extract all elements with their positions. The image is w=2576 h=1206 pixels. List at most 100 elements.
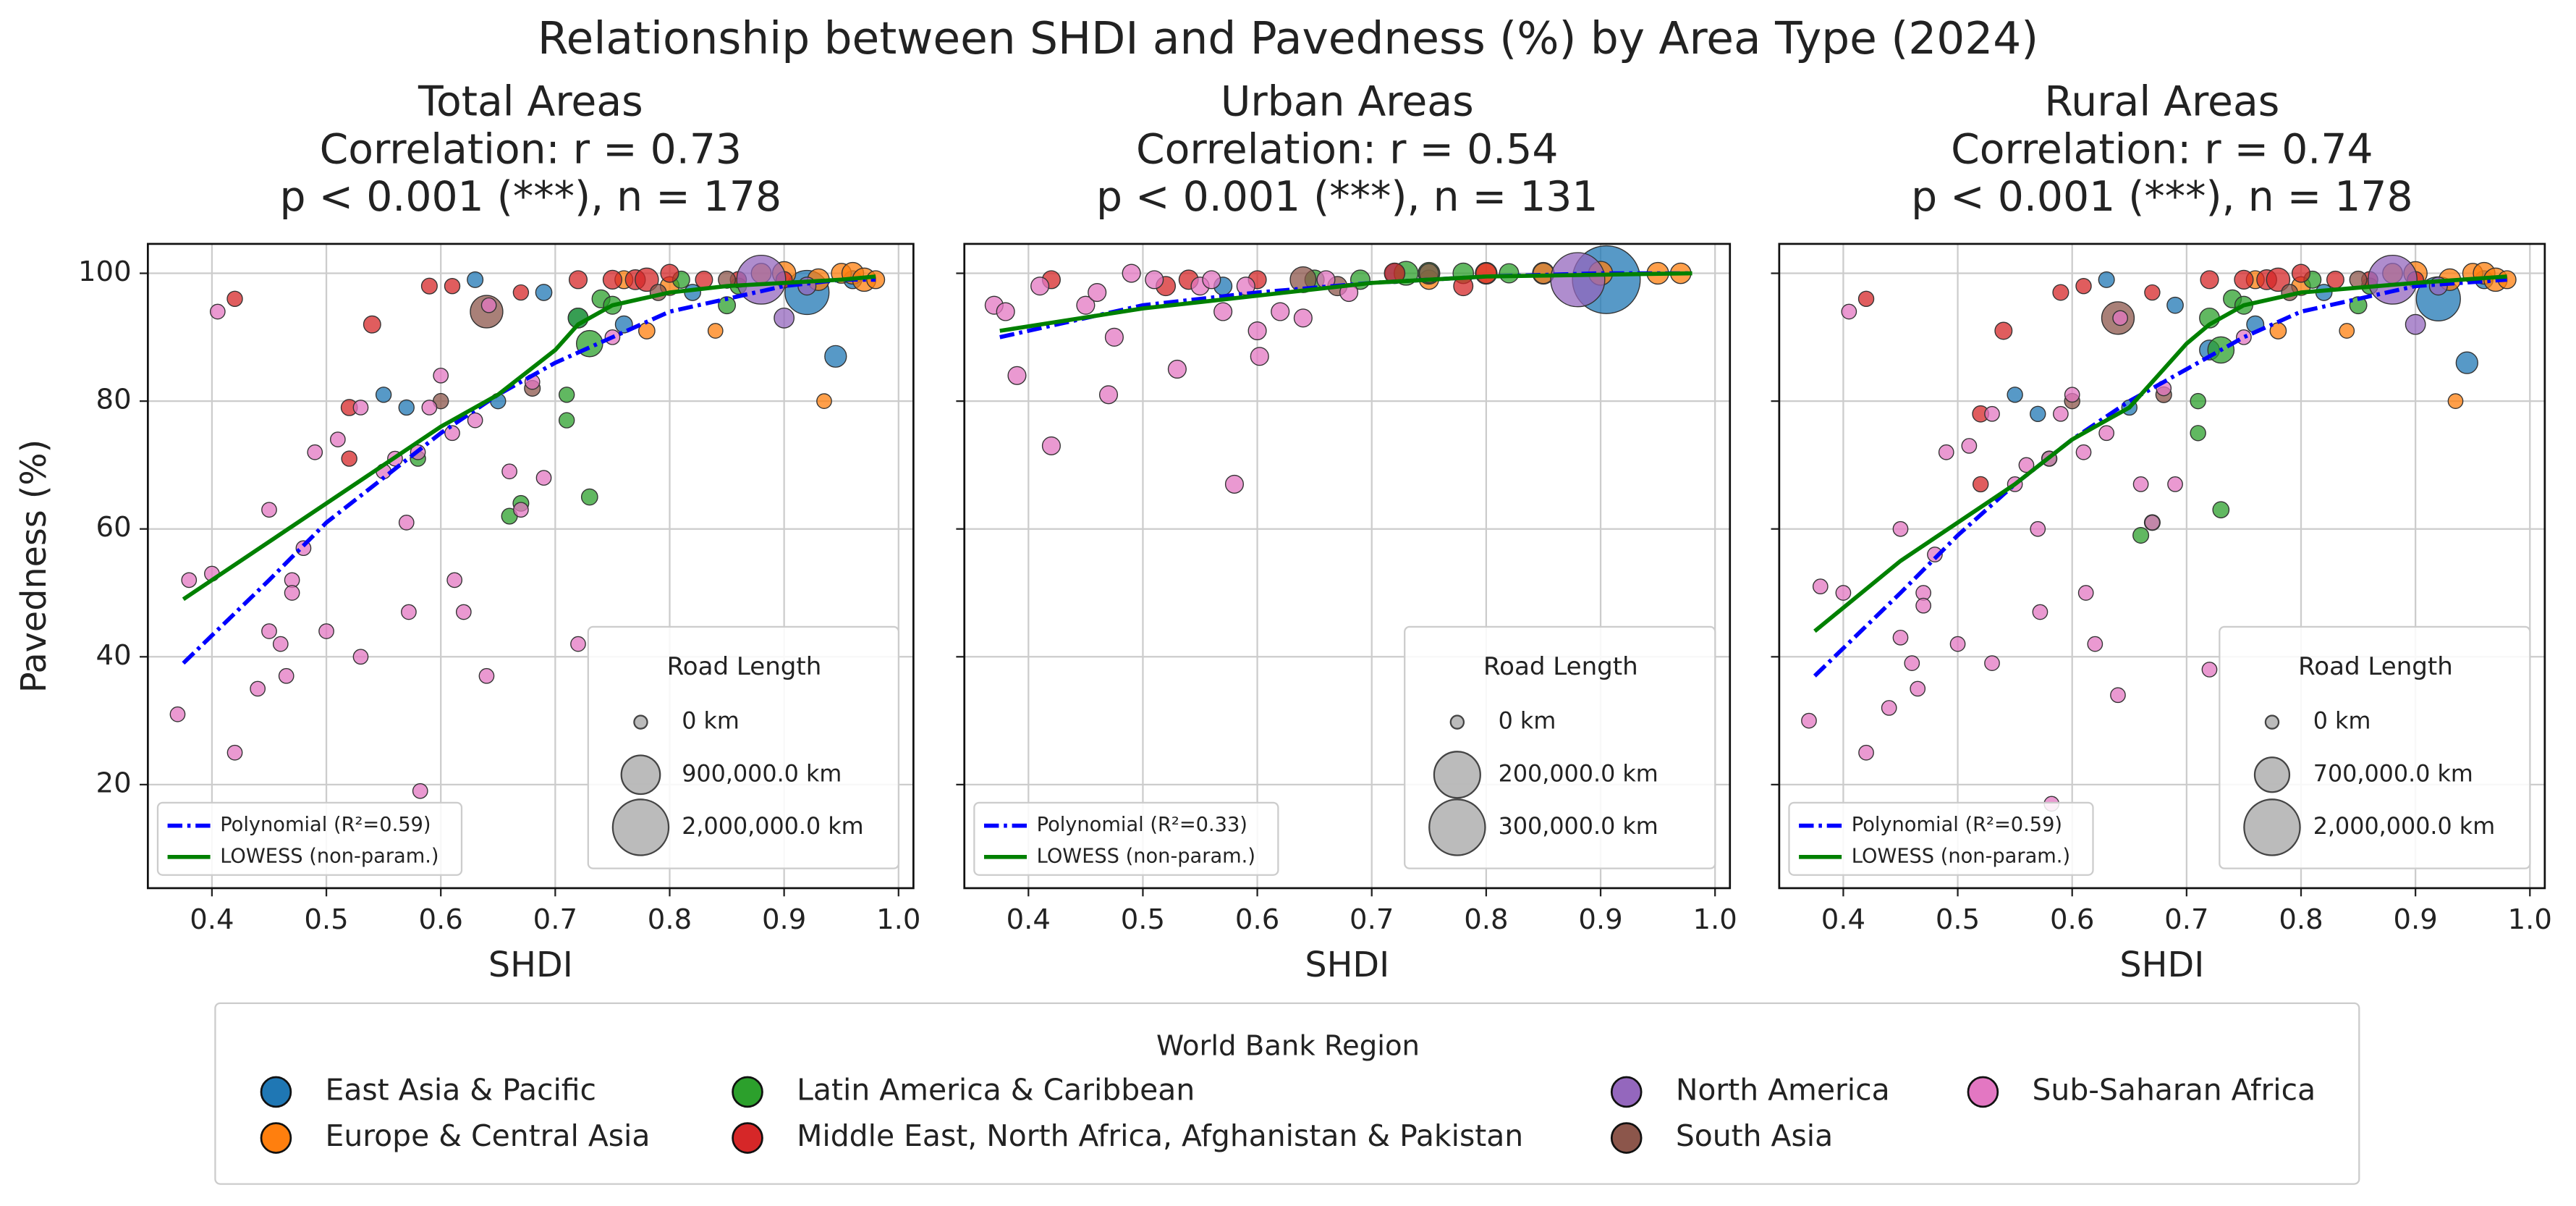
point [996, 302, 1015, 321]
size-legend-marker [2264, 714, 2280, 730]
point [1858, 744, 1874, 761]
x-tick-label: 0.6 [1235, 903, 1279, 936]
point [1904, 655, 1920, 671]
y-tick-label: 80 [96, 384, 132, 416]
region-legend-label: Latin America & Caribbean [797, 1072, 1195, 1107]
fit-legend-box [973, 801, 1279, 876]
fit-line [999, 271, 1692, 333]
x-tick-label: 0.5 [1121, 903, 1165, 936]
region-legend-label: Middle East, North Africa, Afghanistan &… [797, 1118, 1523, 1153]
panel-title: p < 0.001 (***), n = 178 [280, 173, 782, 221]
point [352, 649, 369, 665]
x-tick-label: 0.8 [2279, 903, 2323, 936]
y-tick-label: 60 [96, 511, 132, 544]
size-legend-box [587, 625, 900, 869]
point [718, 296, 737, 315]
point [2349, 296, 2368, 315]
fit-legend-label: LOWESS (non-param.) [1852, 845, 2070, 867]
region-legend-marker [732, 1122, 763, 1154]
point [2053, 405, 2069, 422]
point [2190, 392, 2206, 410]
region-legend-marker [732, 1076, 763, 1108]
point [480, 297, 497, 313]
point [1293, 308, 1313, 328]
point [412, 783, 428, 799]
size-legend-title: Road Length [1483, 652, 1638, 681]
point [181, 572, 198, 589]
point [1167, 359, 1187, 379]
point [2112, 310, 2128, 326]
point [1972, 476, 1989, 493]
point [2368, 254, 2418, 305]
point [695, 270, 713, 289]
point [2291, 263, 2311, 283]
point [169, 706, 186, 722]
point [330, 431, 346, 447]
point [1857, 290, 1875, 308]
fit-legend-box [156, 801, 463, 876]
panel-title: Total Areas [418, 78, 643, 126]
point [1841, 303, 1857, 320]
point [558, 412, 575, 429]
point [660, 263, 679, 283]
point [2234, 269, 2254, 290]
size-legend-label: 2,000,000.0 km [2313, 814, 2495, 840]
point [421, 400, 438, 416]
region-legend-marker [260, 1122, 292, 1154]
size-legend-label: 0 km [2313, 709, 2371, 735]
point [444, 425, 460, 442]
x-tick-label: 0.9 [1578, 903, 1622, 936]
point [1812, 578, 1829, 595]
region-legend-title: World Bank Region [1156, 1030, 1420, 1063]
point [2087, 636, 2103, 652]
point [2018, 457, 2035, 473]
fit-legend-label: LOWESS (non-param.) [220, 845, 438, 867]
point [2339, 323, 2355, 339]
x-tick-label: 0.9 [2393, 903, 2437, 936]
point [2447, 393, 2464, 409]
point [478, 667, 495, 684]
point [2052, 284, 2069, 301]
point [433, 367, 449, 384]
point [375, 387, 392, 403]
point [1892, 520, 1909, 537]
point [2144, 284, 2161, 301]
x-axis-label: SHDI [1305, 945, 1389, 985]
point [209, 303, 226, 320]
fit-legend-box [1788, 801, 2094, 876]
region-legend-marker [260, 1076, 292, 1108]
point [278, 667, 295, 684]
point [602, 269, 623, 290]
fit-legend-label: LOWESS (non-param.) [1037, 845, 1255, 867]
region-legend-marker [1610, 1076, 1643, 1108]
point [307, 444, 323, 460]
point [272, 636, 289, 652]
panel-title: Correlation: r = 0.74 [1951, 125, 2373, 173]
fit-line [182, 274, 876, 602]
x-tick-label: 0.4 [1007, 903, 1051, 936]
point [467, 412, 483, 429]
point [535, 284, 553, 301]
panel-title: p < 0.001 (***), n = 178 [1911, 173, 2413, 221]
point [1984, 405, 2000, 422]
axes-frame [963, 243, 1732, 890]
point [513, 502, 529, 518]
point [570, 636, 586, 652]
point [455, 604, 472, 620]
point [2030, 520, 2046, 537]
point [1881, 700, 1897, 716]
point [1088, 282, 1107, 303]
point [420, 277, 438, 295]
point [2190, 425, 2206, 442]
point [226, 290, 243, 308]
point [363, 315, 381, 334]
point [398, 515, 415, 531]
point [2098, 425, 2115, 442]
size-legend-box [2219, 625, 2531, 869]
x-tick-label: 0.7 [2164, 903, 2208, 936]
point [2167, 476, 2183, 492]
point [1213, 302, 1233, 321]
point [1499, 263, 1520, 284]
point [1994, 321, 2013, 340]
